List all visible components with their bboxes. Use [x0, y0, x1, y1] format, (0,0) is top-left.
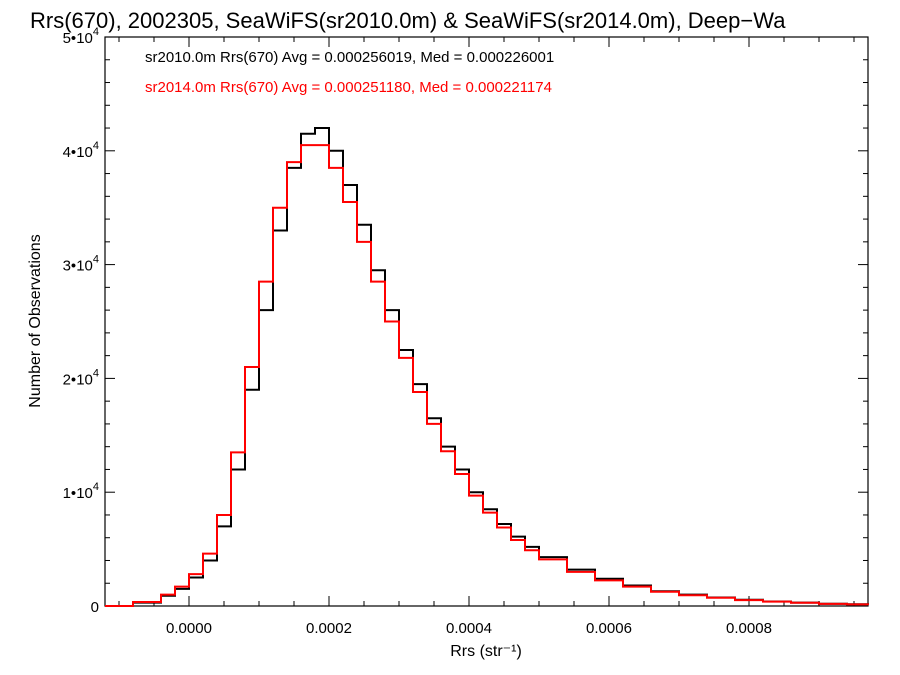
y-tick-label: 1•104	[63, 481, 99, 502]
series-layer	[105, 127, 869, 607]
y-tick-label: 2•104	[63, 367, 99, 388]
y-tick-label: 0	[91, 599, 99, 616]
y-tick-label: 5•104	[63, 26, 99, 47]
x-tick-label: 0.0002	[306, 620, 352, 637]
x-tick-label: 0.0004	[446, 620, 492, 637]
series-line-2	[105, 144, 869, 607]
legend-entry-series-1: sr2010.0m Rrs(670) Avg = 0.000256019, Me…	[145, 49, 554, 66]
x-tick-label: 0.0008	[726, 620, 772, 637]
x-axis-title: Rrs (str⁻¹)	[450, 643, 522, 660]
x-tick-label: 0.0000	[166, 620, 212, 637]
y-tick-label: 3•104	[63, 254, 99, 275]
chart-title: Rrs(670), 2002305, SeaWiFS(sr2010.0m) & …	[30, 8, 786, 33]
plot-frame	[104, 36, 869, 607]
y-axis-title: Number of Observations	[27, 234, 44, 407]
y-tick-label: 4•104	[63, 140, 99, 161]
axis-ticks: 0.0000 0.0002 0.0004 0.0006 0.0008 0 1•104 2•10…	[63, 26, 868, 637]
legend-entry-series-2: sr2014.0m Rrs(670) Avg = 0.000251180, Me…	[145, 79, 552, 96]
x-tick-label: 0.0006	[586, 620, 632, 637]
series-line-1	[105, 127, 869, 607]
